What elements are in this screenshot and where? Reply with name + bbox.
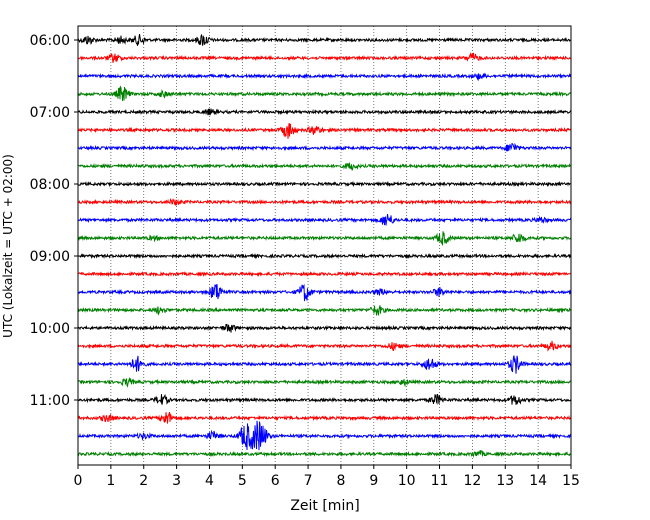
- x-axis-label: Zeit [min]: [290, 498, 359, 514]
- x-tick-label: 4: [205, 473, 214, 489]
- seismic-traces: [77, 33, 572, 458]
- trace-0915: [77, 270, 572, 278]
- trace-1015: [77, 340, 572, 352]
- x-tick-label: 1: [106, 473, 115, 489]
- x-tick-label: 15: [562, 473, 580, 489]
- trace-0630: [77, 72, 572, 82]
- trace-0945: [77, 305, 572, 316]
- trace-0800: [77, 180, 572, 188]
- x-tick-label: 3: [172, 473, 181, 489]
- trace-0745: [77, 162, 572, 171]
- trace-0615: [77, 52, 572, 63]
- y-tick-label: 09:00: [30, 249, 70, 265]
- plot-frame: [77, 25, 572, 466]
- x-tick-label: 10: [398, 473, 416, 489]
- trace-0900: [77, 252, 572, 260]
- x-tick-label: 11: [431, 473, 449, 489]
- x-tick-label: 7: [304, 473, 313, 489]
- trace-1000: [77, 323, 572, 333]
- x-axis-ticks: 0 1 2 3 4 5 6 7 8 9 10 11 12 13 14 15: [74, 465, 580, 489]
- grid-lines: [110, 26, 539, 465]
- x-tick-label: 2: [139, 473, 148, 489]
- trace-1145: [77, 449, 572, 458]
- y-axis-ticks: 06:00 07:00 08:00 09:00 10:00 11:00: [30, 33, 78, 409]
- x-tick-label: 5: [238, 473, 247, 489]
- y-tick-label: 07:00: [30, 105, 70, 121]
- trace-0930: [77, 283, 572, 302]
- x-tick-label: 6: [271, 473, 280, 489]
- x-tick-label: 0: [74, 473, 83, 489]
- trace-0730: [77, 142, 572, 152]
- x-tick-label: 12: [463, 473, 481, 489]
- x-tick-label: 9: [369, 473, 378, 489]
- y-tick-label: 08:00: [30, 177, 70, 193]
- trace-0845: [77, 231, 572, 246]
- trace-0600: [77, 33, 572, 46]
- y-axis-label: UTC (Lokalzeit = UTC + 02:00): [1, 154, 15, 338]
- y-tick-label: 06:00: [30, 33, 70, 49]
- trace-1045: [77, 376, 572, 388]
- trace-0830: [77, 214, 572, 226]
- trace-0645: [77, 85, 572, 101]
- trace-1130: [77, 420, 572, 451]
- trace-0715: [77, 123, 572, 139]
- trace-1115: [77, 411, 572, 424]
- trace-0815: [77, 197, 572, 206]
- y-tick-label: 11:00: [30, 393, 70, 409]
- x-tick-label: 13: [496, 473, 514, 489]
- y-tick-label: 10:00: [30, 321, 70, 337]
- trace-0700: [77, 108, 572, 116]
- trace-1100: [77, 393, 572, 405]
- x-tick-label: 8: [336, 473, 345, 489]
- x-tick-label: 14: [529, 473, 547, 489]
- trace-1030: [77, 355, 572, 374]
